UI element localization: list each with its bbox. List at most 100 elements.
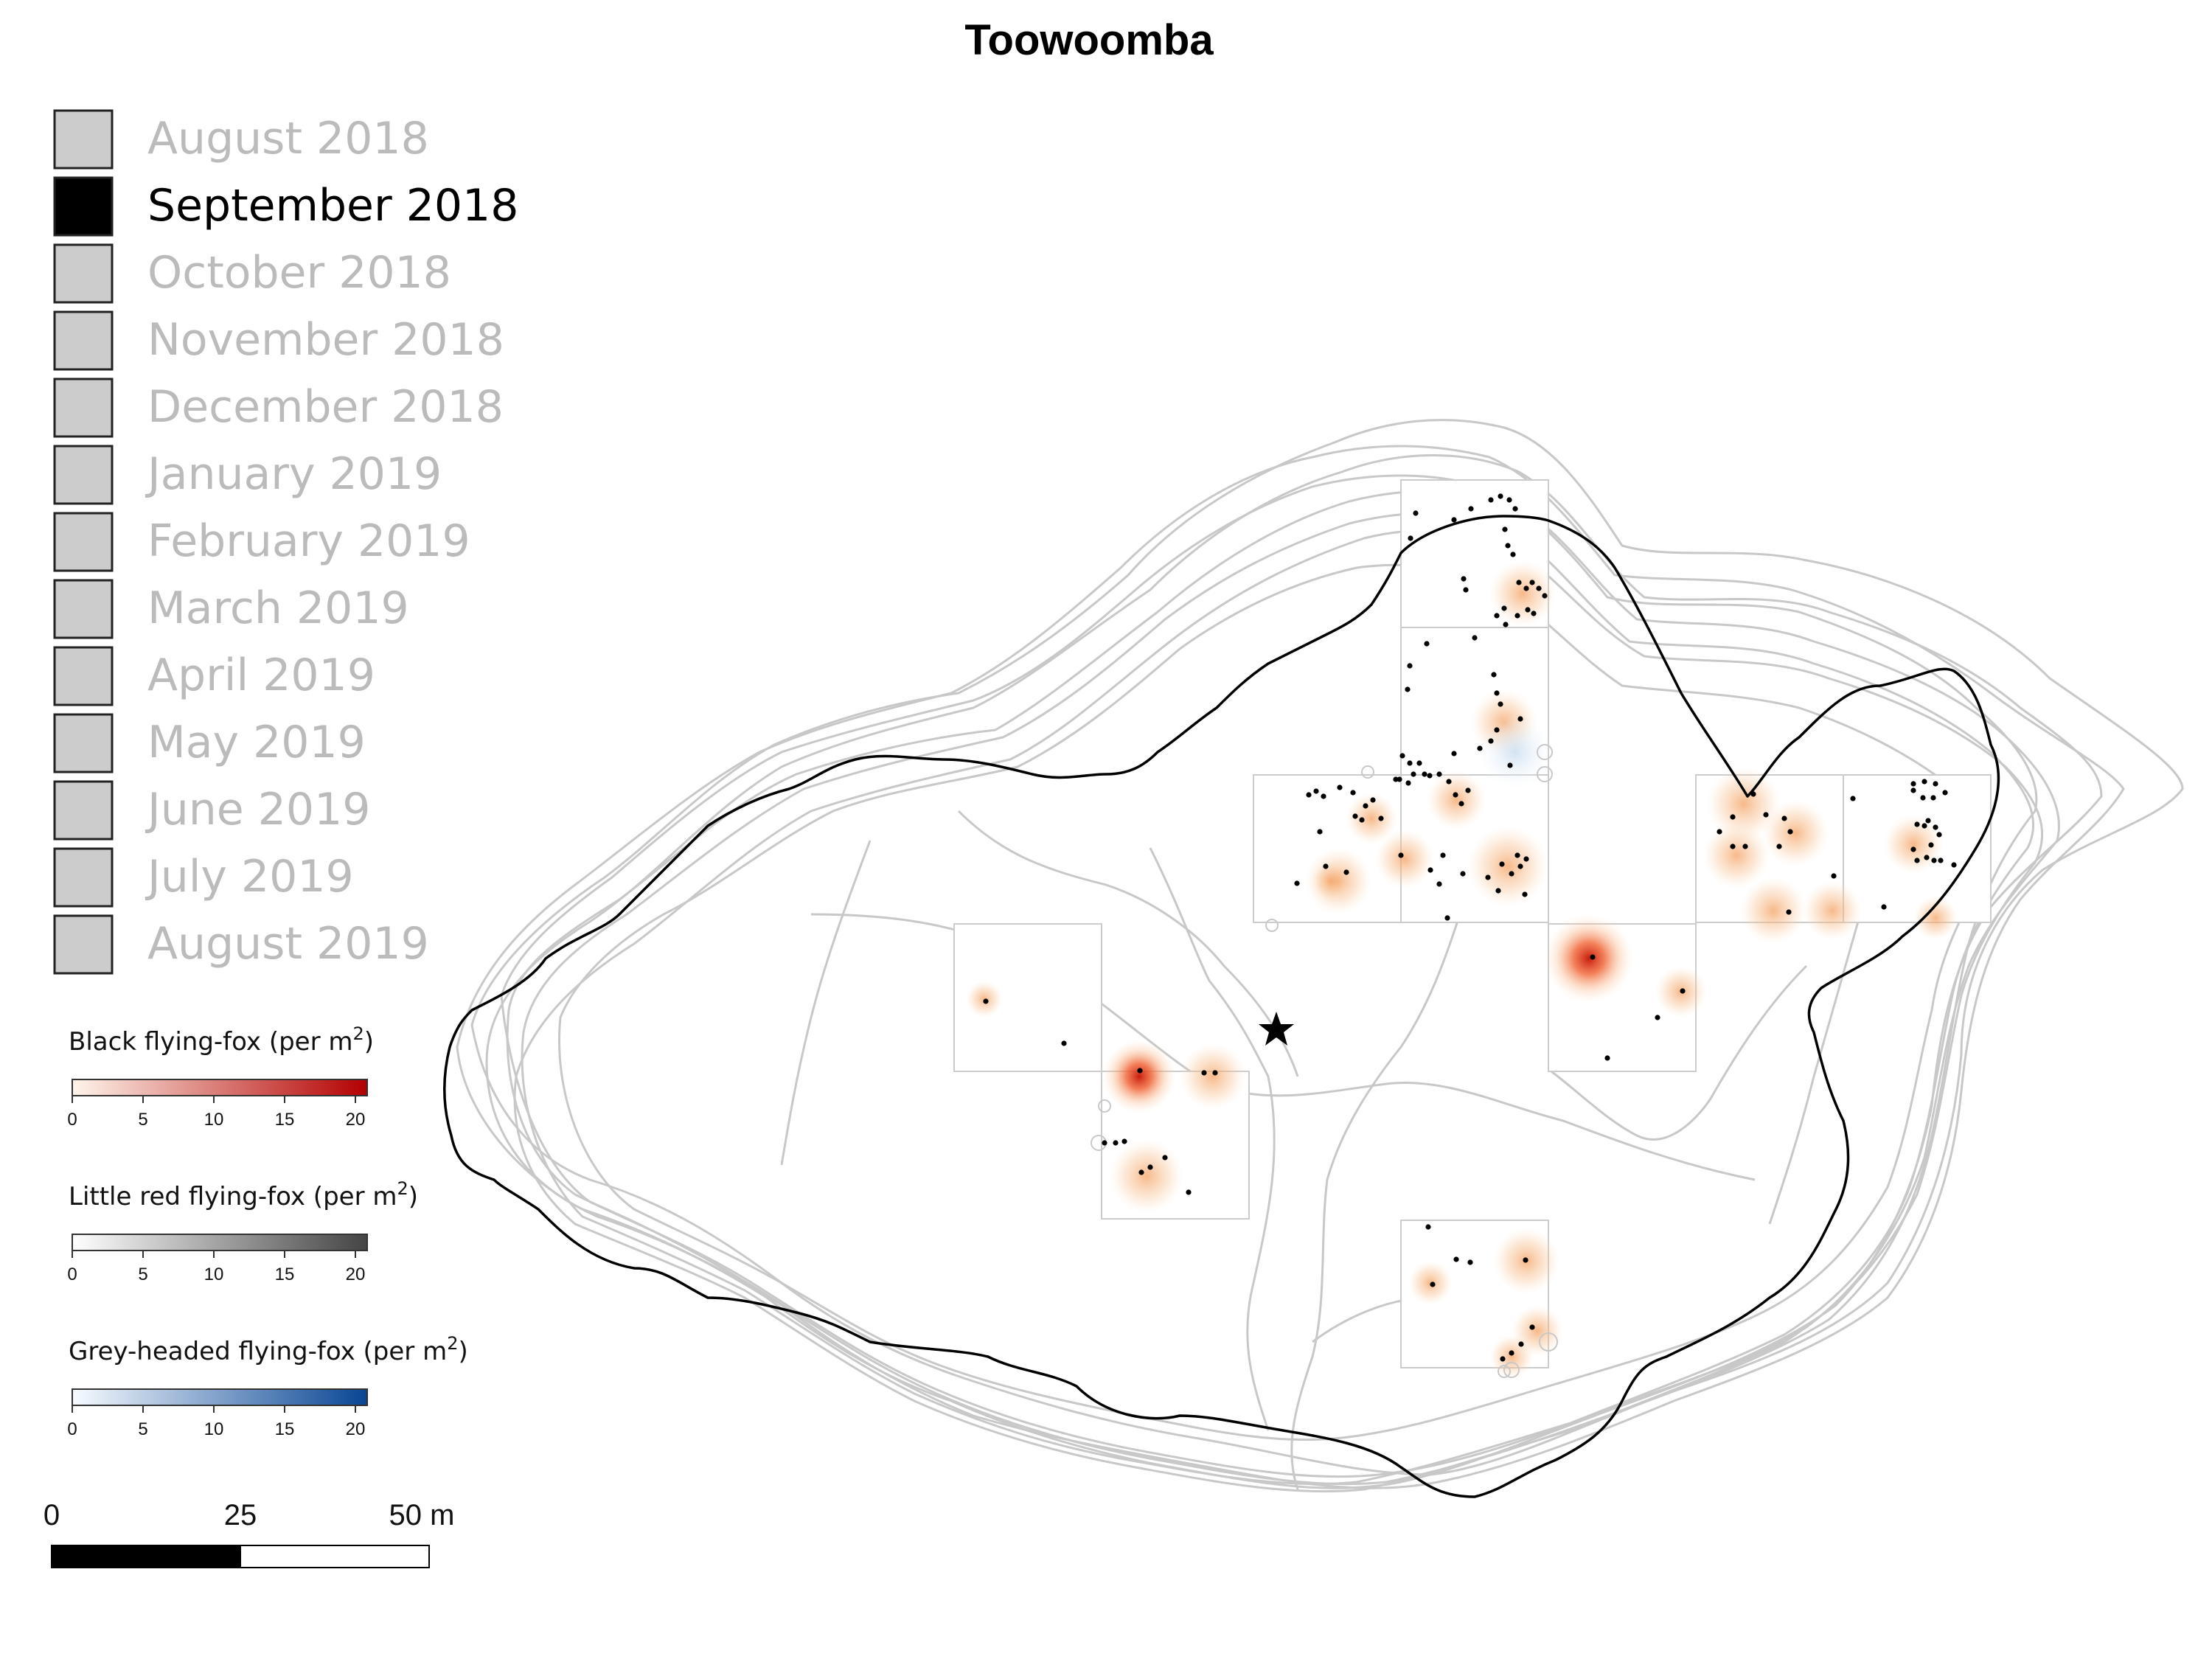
bat-location-point — [1931, 858, 1937, 863]
density-blob — [1545, 914, 1633, 1003]
bat-location-point — [1920, 795, 1926, 801]
bat-location-point — [1951, 862, 1957, 868]
bat-location-point — [1494, 613, 1500, 619]
bat-location-point — [1542, 593, 1548, 599]
density-blob — [1740, 877, 1806, 944]
bat-location-point — [1463, 587, 1469, 593]
bat-location-point — [1397, 776, 1402, 782]
bat-location-point — [1498, 701, 1503, 707]
colorbar-tick-label: 15 — [275, 1110, 295, 1130]
bat-location-point — [1942, 790, 1948, 796]
density-blob — [1102, 1040, 1176, 1113]
colorbar-tick-label: 20 — [346, 1110, 366, 1130]
colorbar-tick-label: 10 — [204, 1265, 224, 1284]
month-label: March 2019 — [147, 582, 409, 634]
tree-marker — [1537, 744, 1553, 760]
roost-outline-5 — [456, 445, 2125, 1489]
bat-location-point — [1910, 787, 1916, 793]
month-swatch — [53, 780, 114, 841]
bat-location-point — [1925, 818, 1931, 824]
bat-location-point — [1529, 580, 1535, 585]
bat-location-point — [1514, 613, 1520, 619]
bat-location-point — [1138, 1169, 1144, 1175]
bat-location-point — [1850, 796, 1856, 801]
colorbar-tick-label: 20 — [346, 1419, 366, 1439]
scale-bar-segment-filled — [51, 1545, 241, 1568]
bat-location-point — [1444, 915, 1450, 921]
bat-location-point — [1786, 909, 1792, 915]
bat-location-point — [1910, 846, 1916, 852]
bat-location-point — [1781, 815, 1787, 821]
colorbar-tick-label: 0 — [67, 1419, 77, 1439]
bat-location-point — [1323, 863, 1329, 869]
bat-location-point — [1411, 771, 1416, 777]
bat-location-point — [1503, 622, 1509, 627]
bat-location-point — [1529, 1324, 1535, 1330]
bat-location-point — [1350, 790, 1356, 796]
tree-markers — [1091, 744, 1558, 1378]
month-swatch — [53, 310, 114, 371]
bat-location-point — [1924, 855, 1930, 860]
bat-location-point — [1914, 858, 1920, 863]
month-label: May 2019 — [147, 717, 366, 768]
density-blob — [1707, 767, 1781, 841]
month-label: January 2019 — [145, 448, 442, 500]
bat-location-point — [1477, 745, 1483, 751]
bat-location-point — [1930, 795, 1936, 801]
bat-location-point — [983, 998, 989, 1004]
roost-interior-track — [1149, 847, 1276, 1431]
bat-location-point — [1186, 1189, 1192, 1195]
bat-location-point — [1321, 793, 1326, 799]
scale-bar-label: 50 m — [389, 1499, 455, 1531]
density-blob — [1375, 830, 1434, 888]
bat-location-point — [1467, 1259, 1473, 1265]
scale-bar-segment-empty — [240, 1545, 430, 1568]
bat-location-point — [1337, 785, 1343, 790]
bat-location-point — [1831, 873, 1837, 879]
bat-location-point — [1498, 493, 1503, 499]
bat-location-point — [1147, 1164, 1153, 1170]
tree-marker — [1539, 1332, 1558, 1352]
bat-location-point — [1506, 497, 1512, 503]
bat-location-point — [1201, 1070, 1207, 1076]
bat-location-point — [1604, 1055, 1610, 1061]
bat-location-point — [1430, 1281, 1436, 1287]
month-swatch — [53, 176, 114, 237]
colorbar-tick-label: 5 — [138, 1110, 147, 1130]
density-blob — [1180, 1043, 1246, 1110]
density-blob — [1703, 822, 1770, 888]
bat-location-point — [1451, 751, 1457, 757]
roost-interior-track — [957, 810, 1299, 1077]
density-blob — [1762, 800, 1829, 866]
bat-location-point — [1453, 1256, 1459, 1262]
star-icon — [1259, 1012, 1294, 1046]
colorbar-tick-label: 15 — [275, 1265, 295, 1284]
bat-location-point — [1399, 753, 1405, 759]
bat-location-point — [1343, 869, 1349, 875]
colorbar-gradient — [72, 1234, 368, 1251]
bat-location-point — [1424, 641, 1430, 647]
tree-marker — [1503, 1362, 1520, 1378]
bat-location-point — [1359, 817, 1365, 823]
tree-marker — [1498, 1365, 1511, 1378]
bat-location-point — [1405, 780, 1411, 786]
bat-location-point — [1137, 1068, 1143, 1074]
tree-marker — [1361, 765, 1374, 779]
scale-bar: 0 25 50 m — [44, 1499, 455, 1568]
roost-outline-7 — [521, 512, 2035, 1486]
roost-outline-4 — [513, 529, 2044, 1493]
bat-location-point — [1453, 792, 1458, 798]
bat-location-point — [1363, 803, 1368, 809]
colorbar-tick-label: 15 — [275, 1419, 295, 1439]
bat-location-point — [1500, 1356, 1506, 1362]
month-label: August 2019 — [147, 918, 429, 970]
bat-location-point — [1680, 988, 1686, 994]
bat-location-point — [1505, 543, 1511, 549]
month-swatch — [53, 378, 114, 438]
bat-location-point — [1517, 716, 1523, 722]
scale-bar-label: 0 — [44, 1499, 60, 1531]
bat-location-point — [1113, 1140, 1119, 1146]
colorbar-gradient — [72, 1388, 368, 1406]
bat-location-point — [1162, 1155, 1168, 1161]
